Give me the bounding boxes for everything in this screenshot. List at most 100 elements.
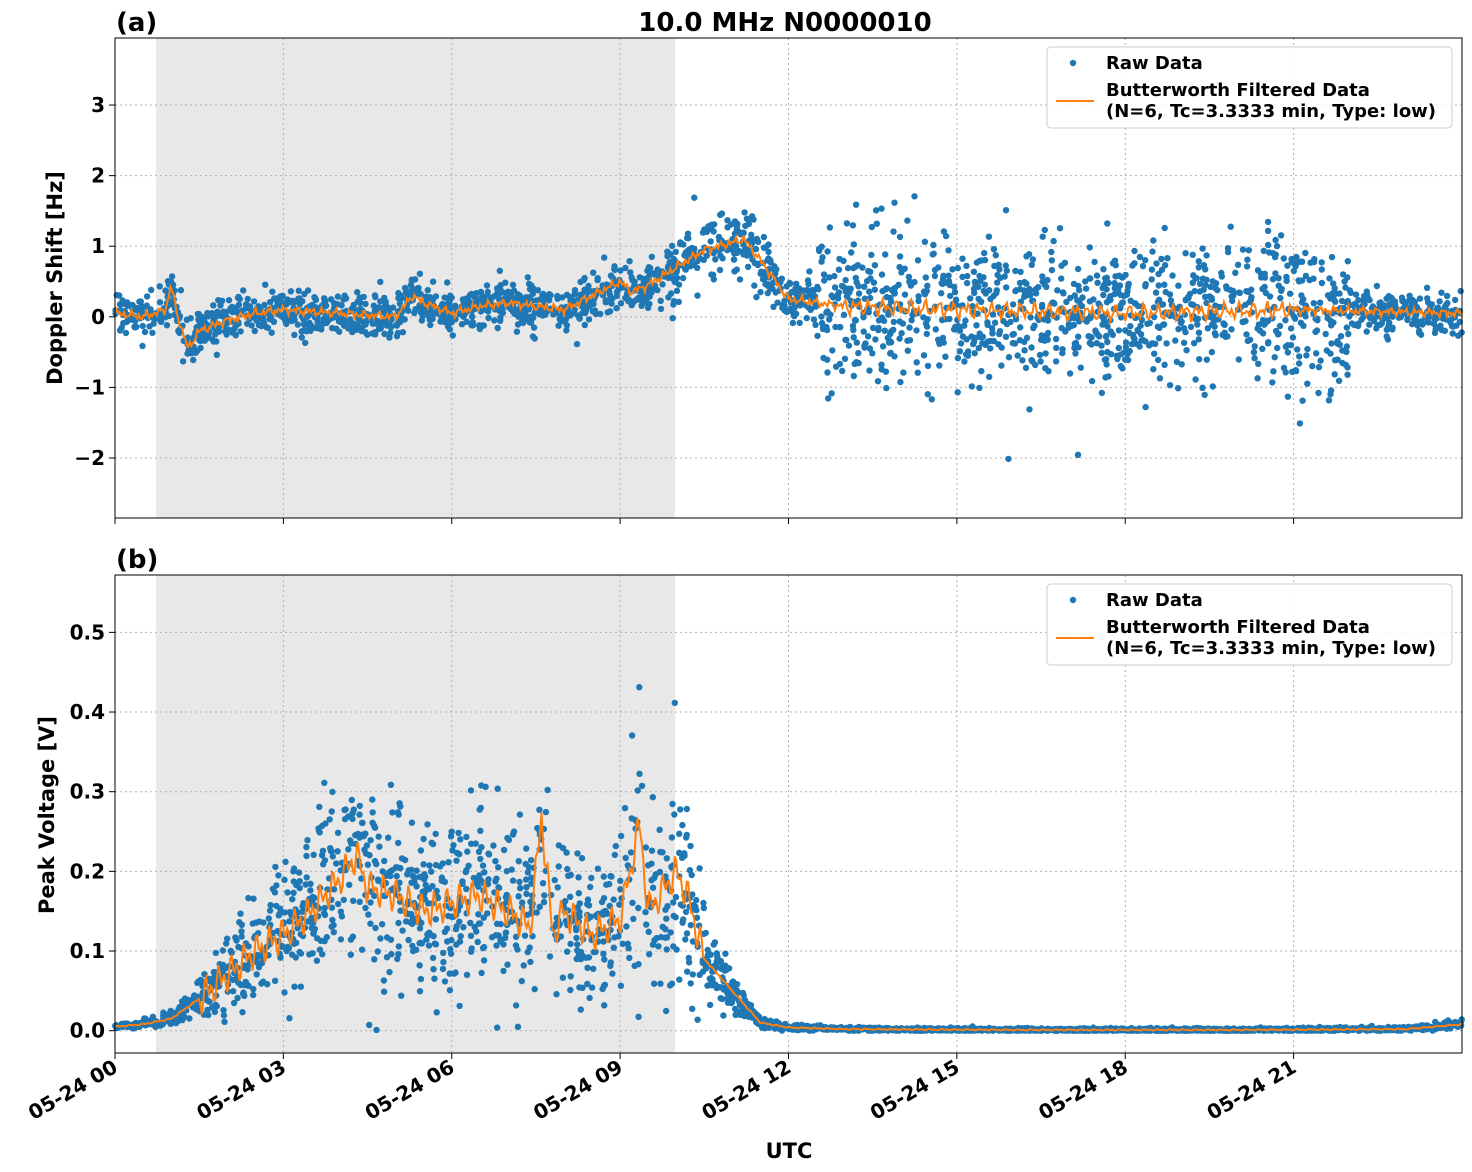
raw-data-point <box>1163 340 1170 347</box>
raw-data-point <box>528 880 535 887</box>
raw-data-point <box>1022 364 1030 372</box>
raw-data-point <box>260 919 267 926</box>
raw-data-point <box>387 329 394 336</box>
raw-data-point <box>444 938 451 945</box>
raw-data-point <box>573 340 581 348</box>
raw-data-point <box>523 314 530 321</box>
raw-data-point <box>930 241 937 249</box>
raw-data-point <box>1107 351 1115 358</box>
raw-data-point <box>128 316 135 323</box>
raw-data-point <box>1339 271 1347 278</box>
raw-data-point <box>480 957 488 964</box>
raw-data-point <box>1391 301 1399 308</box>
raw-data-point <box>580 277 587 284</box>
raw-data-point <box>1195 329 1203 336</box>
raw-data-point <box>290 865 298 872</box>
raw-data-point <box>1289 334 1297 341</box>
raw-data-point <box>1304 380 1311 387</box>
raw-data-point <box>1300 296 1307 303</box>
raw-data-point <box>1322 330 1329 338</box>
raw-data-point <box>769 285 776 292</box>
raw-data-point <box>398 992 405 999</box>
raw-data-point <box>1071 344 1078 352</box>
raw-data-point <box>643 921 650 928</box>
raw-data-point <box>870 279 878 286</box>
raw-data-point <box>124 299 131 306</box>
raw-data-point <box>1318 266 1326 273</box>
raw-data-point <box>508 866 515 873</box>
raw-data-point <box>356 802 363 810</box>
raw-data-point <box>541 892 548 899</box>
raw-data-point <box>1090 296 1097 303</box>
raw-data-point <box>1100 266 1107 273</box>
raw-data-point <box>447 833 455 840</box>
raw-data-point <box>923 330 930 338</box>
y-tick-label: 2 <box>91 164 105 188</box>
raw-data-point <box>275 872 282 879</box>
raw-data-point <box>915 297 922 305</box>
raw-data-point <box>1416 319 1423 326</box>
raw-data-point <box>1054 287 1061 294</box>
raw-data-point <box>348 305 356 312</box>
raw-data-point <box>878 366 885 373</box>
raw-data-point <box>286 1015 293 1022</box>
raw-data-point <box>540 290 547 298</box>
raw-data-point <box>914 257 922 264</box>
raw-data-point <box>318 822 326 830</box>
raw-data-point <box>380 317 388 324</box>
raw-data-point <box>1154 323 1162 330</box>
raw-data-point <box>896 335 903 342</box>
raw-data-point <box>1282 317 1289 324</box>
raw-data-point <box>500 941 507 948</box>
raw-data-point <box>1191 287 1198 295</box>
raw-data-point <box>293 939 300 946</box>
raw-data-point <box>424 821 431 828</box>
raw-data-point <box>687 842 694 850</box>
raw-data-point <box>1404 316 1411 323</box>
raw-data-point <box>209 336 216 343</box>
raw-data-point <box>821 277 828 284</box>
raw-data-point <box>234 294 242 301</box>
raw-data-point <box>381 303 388 310</box>
raw-data-point <box>240 287 247 294</box>
raw-data-point <box>995 341 1002 348</box>
raw-data-point <box>664 903 671 910</box>
raw-data-point <box>350 897 357 904</box>
raw-data-point <box>1247 296 1255 303</box>
raw-data-point <box>967 295 974 302</box>
panel-a-filtered-line <box>114 233 1463 349</box>
raw-data-point <box>224 935 231 942</box>
raw-data-point <box>1098 342 1105 349</box>
raw-data-point <box>913 359 920 366</box>
raw-data-point <box>1244 256 1251 263</box>
raw-data-point <box>946 315 953 323</box>
raw-data-point <box>226 326 233 334</box>
raw-data-point <box>731 250 738 257</box>
raw-data-point <box>654 266 661 273</box>
raw-data-point <box>413 883 420 890</box>
raw-data-point <box>1226 286 1234 293</box>
raw-data-point <box>626 258 633 265</box>
raw-data-point <box>555 863 562 870</box>
raw-data-point <box>363 842 371 849</box>
raw-data-point <box>971 350 978 357</box>
raw-data-point <box>722 950 729 957</box>
raw-data-point <box>866 345 874 352</box>
raw-data-point <box>843 336 850 344</box>
raw-data-point <box>576 900 583 907</box>
raw-data-point <box>712 256 719 263</box>
raw-data-point <box>190 356 197 364</box>
raw-data-point <box>908 317 915 324</box>
raw-data-point <box>307 887 314 894</box>
raw-data-point <box>306 951 313 958</box>
raw-data-point <box>372 331 379 338</box>
raw-data-point <box>515 858 522 865</box>
raw-data-point <box>724 217 731 224</box>
raw-data-point <box>221 1018 228 1025</box>
raw-data-point <box>963 279 971 287</box>
raw-data-point <box>609 970 616 977</box>
raw-data-point <box>671 699 678 707</box>
raw-data-point <box>1029 256 1037 263</box>
raw-data-point <box>370 302 377 309</box>
